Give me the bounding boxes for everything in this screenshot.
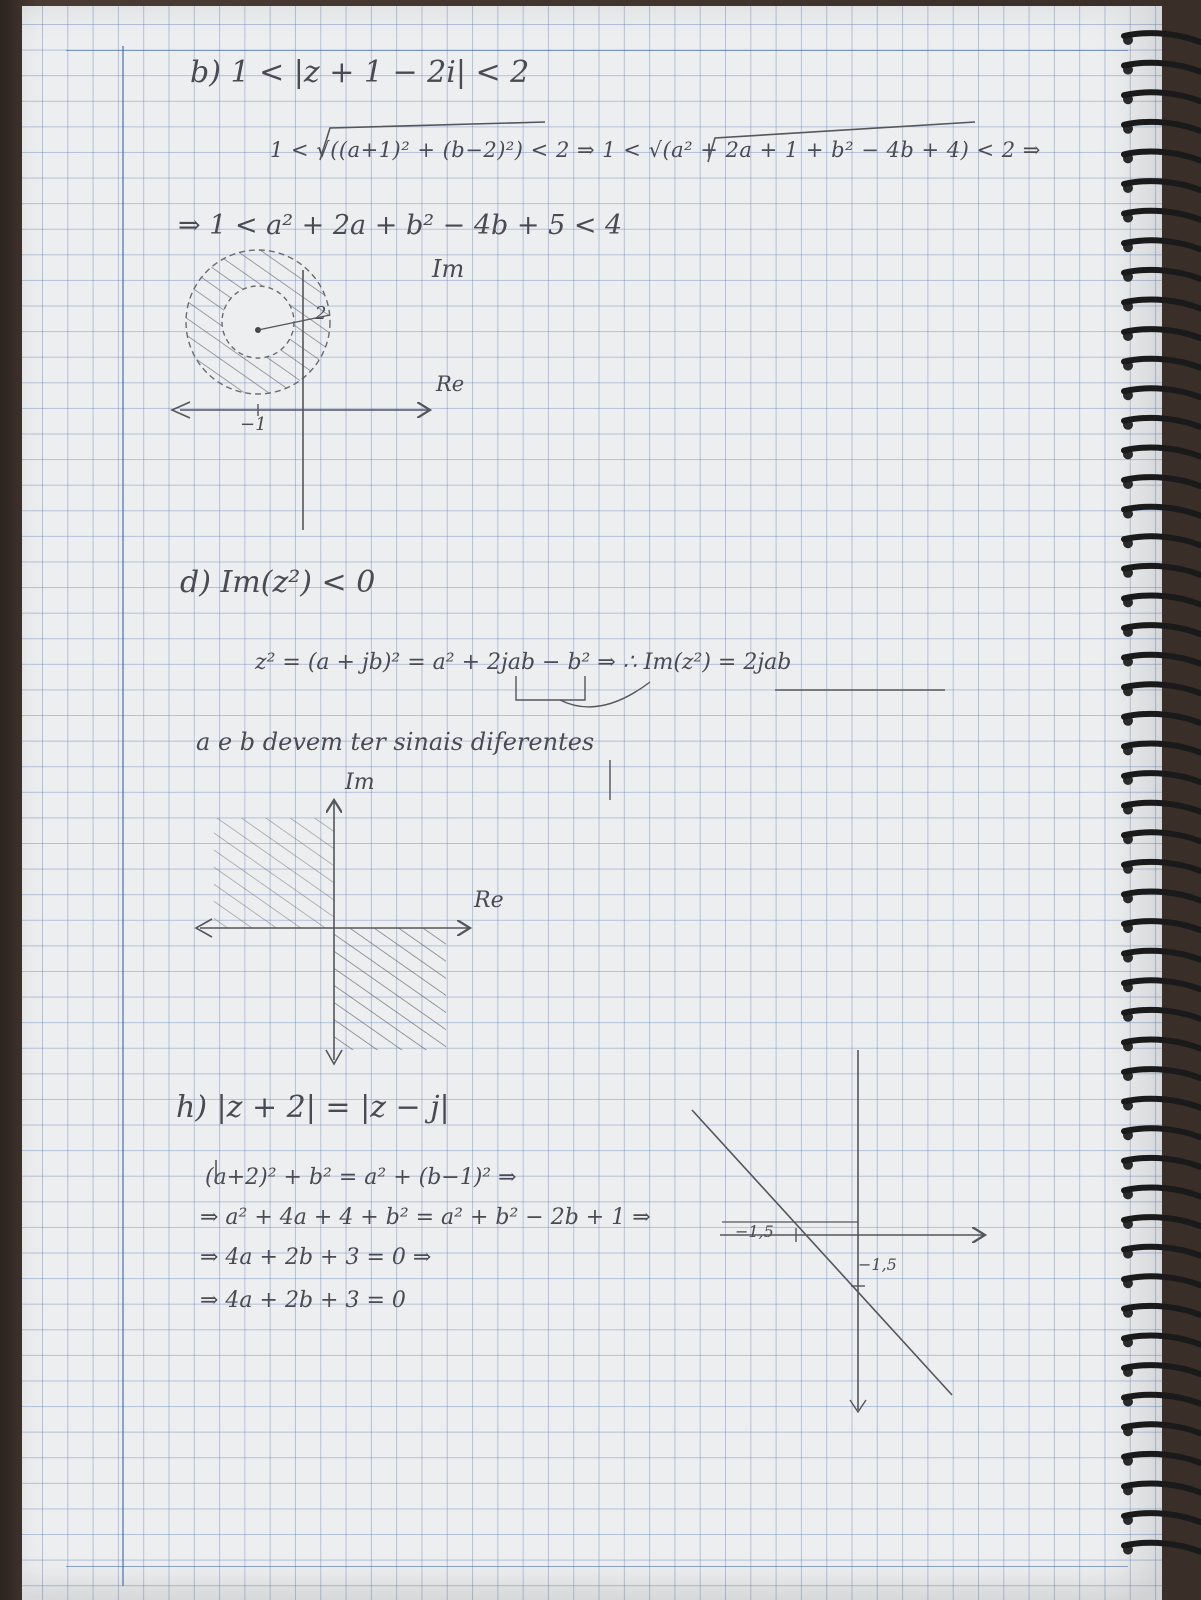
part-d-annotations [515,676,945,800]
part-h-line4: ⇒ 4a + 2b + 3 = 0 [200,1288,406,1313]
spiral-coil [1121,1066,1201,1081]
part-h-line-graph [691,1050,985,1414]
spiral-coil [1121,414,1201,430]
page-frame-bottom [66,1566,1128,1567]
spiral-coil [1121,1095,1201,1111]
part-b-real-axis-left-arrow [170,401,191,419]
spiral-coil [1121,1510,1201,1525]
spiral-coil [1121,1362,1201,1377]
spiral-coil [1121,977,1201,993]
part-b-title: b) 1 < |z + 1 − 2i| < 2 [190,55,530,90]
spiral-coil [1121,1036,1201,1052]
spiral-coil [1121,1154,1201,1170]
spiral-coil [1121,1125,1201,1141]
spiral-coil [1121,592,1201,608]
quadrant-iv-shading [334,928,446,1050]
spiral-coil [1121,148,1201,164]
quadrant-ii-shading [214,818,334,928]
part-b-sqrt-overbars [319,121,976,163]
part-b-line1: 1 < √((a+1)² + (b−2)²) < 2 ⇒ 1 < √(a² + … [270,138,1041,162]
spiral-coil [1121,710,1201,726]
part-d-quadrant-graph [194,800,470,1066]
spiral-coil [1121,622,1201,637]
margin-line [122,46,124,1586]
part-b-axis-re: Re [436,372,465,396]
spiral-coil [1121,30,1201,45]
spiral-coil [1121,296,1201,312]
page-frame-top [66,50,1128,51]
spiral-coil [1121,1006,1201,1022]
spiral-coil [1121,1214,1201,1229]
spiral-coil [1121,1184,1201,1200]
spiral-coil [1121,118,1201,134]
part-b-neg-one-label: −1 [240,414,267,435]
spiral-coil [1121,1391,1201,1407]
spiral-binding [1121,30,1201,1555]
part-b-line2: ⇒ 1 < a² + 2a + b² − 4b + 5 < 4 [178,210,623,241]
spiral-coil [1121,1480,1201,1496]
part-b-axis-im: Im [432,255,465,283]
annulus-inner-hole [222,286,294,358]
spiral-coil [1121,562,1201,578]
spiral-coil [1121,385,1201,401]
spiral-coil [1121,326,1201,341]
spiral-coil [1121,207,1201,223]
spiral-coil [1121,1450,1201,1466]
part-d-line2: a e b devem ter sinais diferentes [196,728,595,756]
spiral-coil [1121,1539,1201,1555]
spiral-coil [1121,237,1201,253]
spiral-coil [1121,888,1201,904]
spiral-coil [1121,651,1201,667]
spiral-coil [1121,1273,1201,1289]
part-h-title: h) |z + 2| = |z − j| [176,1090,450,1125]
spiral-coil [1121,474,1201,489]
part-d-axis-re: Re [474,888,504,913]
part-d-real-axis-left-arrow [194,918,213,938]
spiral-coil [1121,533,1201,549]
part-h-line2: ⇒ a² + 4a + 4 + b² = a² + b² − 2b + 1 ⇒ [200,1205,651,1230]
spiral-coil [1121,799,1201,815]
spiral-coil [1121,770,1201,785]
spiral-coil [1121,829,1201,845]
spiral-coil [1121,89,1201,105]
spiral-coil [1121,178,1201,193]
spiral-coil [1121,1302,1201,1318]
part-d-title: d) Im(z²) < 0 [180,565,376,600]
part-d-line1: z² = (a + jb)² = a² + 2jab − b² ⇒ ∴ Im(z… [255,650,792,675]
spiral-coil [1121,355,1201,371]
spiral-coil [1121,947,1201,963]
part-h-x-intercept-label: −1,5 [735,1222,774,1241]
part-d-axis-im: Im [345,770,375,795]
spiral-coil [1121,740,1201,756]
part-h-imag-axis-arrow [849,1399,867,1414]
part-d-imag-axis-down-arrow [325,1049,343,1066]
spiral-coil [1121,1243,1201,1259]
part-h-solution-line [691,1109,953,1396]
spiral-coil [1121,1332,1201,1348]
spiral-coil [1121,266,1201,282]
spiral-coil [1121,858,1201,874]
spiral-coil [1121,59,1201,75]
part-h-line3: ⇒ 4a + 2b + 3 = 0 ⇒ [200,1245,432,1270]
spiral-coil [1121,503,1201,519]
annulus-radius-line [257,314,331,331]
spiral-coil [1121,1421,1201,1437]
part-h-y-intercept-label: −1,5 [858,1255,897,1274]
annulus-outer-circle [185,249,331,395]
part-b-annulus-graph [170,249,430,530]
spiral-coil [1121,918,1201,933]
part-h-line1: (a+2)² + b² = a² + (b−1)² ⇒ [205,1165,517,1190]
spiral-coil [1121,444,1201,460]
spiral-coil [1121,681,1201,697]
